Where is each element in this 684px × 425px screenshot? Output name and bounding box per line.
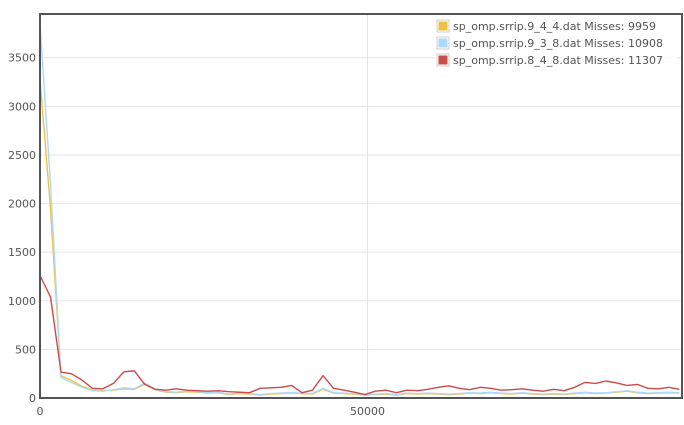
- y-tick-label: 0: [29, 392, 36, 405]
- series-line-2: [39, 23, 680, 396]
- y-tick-label: 3500: [8, 52, 36, 65]
- legend-label: sp_omp.srrip.9_3_8.dat Misses: 10908: [453, 37, 663, 50]
- legend-swatch: [438, 55, 448, 65]
- legend-label: sp_omp.srrip.8_4_8.dat Misses: 11307: [453, 54, 663, 67]
- tick-labels: 0 500 1000 1500 2000 2500 3000 3500 0 50000: [8, 52, 385, 418]
- grid-lines: [40, 14, 682, 398]
- y-tick-label: 1500: [8, 246, 36, 259]
- y-tick-label: 2000: [8, 198, 36, 211]
- x-tick-label: 50000: [350, 405, 385, 418]
- y-tick-label: 1000: [8, 295, 36, 308]
- y-tick-label: 2500: [8, 149, 36, 162]
- y-tick-label: 3000: [8, 100, 36, 113]
- legend-label: sp_omp.srrip.9_4_4.dat Misses: 9959: [453, 20, 656, 33]
- series-line-3: [39, 275, 680, 396]
- legend-background: [434, 16, 677, 71]
- series-line-1: [39, 79, 680, 396]
- legend: sp_omp.srrip.9_4_4.dat Misses: 9959 sp_om…: [434, 16, 677, 71]
- legend-swatch: [438, 38, 448, 48]
- plot-frame: [39, 13, 683, 399]
- legend-swatch: [438, 21, 448, 31]
- y-tick-label: 500: [15, 343, 36, 356]
- x-tick-label: 0: [37, 405, 44, 418]
- series-lines: [39, 23, 680, 396]
